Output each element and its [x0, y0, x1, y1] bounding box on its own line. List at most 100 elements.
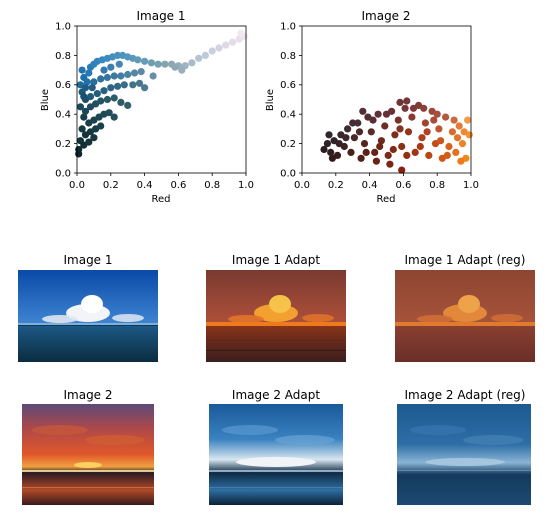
- scatter-point: [323, 140, 331, 148]
- scatter-point: [362, 148, 370, 156]
- x-tick-label: 0.6: [395, 180, 411, 191]
- image-panel-6: Image 2 Adapt (reg): [397, 388, 531, 505]
- scatter-point: [85, 69, 93, 77]
- scatter-point: [188, 59, 196, 67]
- scatter-point: [359, 107, 367, 115]
- scatter-point: [349, 119, 357, 127]
- scatter-point: [382, 110, 391, 118]
- scatter-point: [222, 41, 230, 49]
- scatter-point: [90, 78, 98, 86]
- scatter-point: [443, 151, 451, 159]
- scatter-point: [396, 98, 404, 106]
- scatter-point: [420, 104, 428, 112]
- scatter-point: [88, 84, 96, 92]
- scatter-point: [103, 73, 111, 82]
- scatter-point: [228, 38, 237, 46]
- scatter-point: [154, 60, 162, 68]
- scatter-point: [335, 140, 343, 148]
- scatter-point: [85, 138, 93, 146]
- y-tick-label: 0.0: [55, 169, 71, 180]
- scatter-point: [357, 154, 365, 162]
- scatter-point: [124, 70, 132, 79]
- scatter-plot-image-2: Image 2 0.0 0.2 0.4 0.6 0.8 1.0 Red 0.0: [265, 9, 479, 205]
- scatter-point: [403, 97, 411, 105]
- scatter-point: [80, 113, 88, 121]
- scatter-point: [372, 157, 380, 165]
- scatter-point: [421, 119, 429, 127]
- x-tick-label: 0.6: [170, 180, 186, 191]
- scatter-point: [404, 128, 413, 136]
- scatter-point: [100, 87, 108, 95]
- x-tick-label: 1.0: [463, 180, 479, 191]
- scatter-point: [384, 151, 392, 159]
- scatter-point: [75, 150, 83, 158]
- scatter-point: [86, 93, 95, 101]
- scatter-point: [110, 113, 118, 121]
- scatter-point: [201, 51, 209, 60]
- scatter-point: [141, 57, 149, 65]
- scatter-plot-image-1: Image 1 0.0 0.2 0.4 0.6 0.8 1.0 Red 0.0: [40, 9, 254, 205]
- scatter-point: [355, 128, 364, 136]
- x-axis: 0.0 0.2 0.4 0.6 0.8 1.0 Red: [69, 173, 254, 205]
- plot-frame: [301, 25, 472, 174]
- image-panel-4: Image 2: [22, 388, 154, 505]
- y-tick-label: 0.2: [55, 139, 71, 150]
- scatter-point: [450, 116, 458, 124]
- scatter-points: [320, 97, 473, 174]
- y-tick-label: 0.4: [280, 110, 296, 121]
- ocean-photo: [18, 270, 158, 362]
- scatter-point: [130, 69, 139, 77]
- scatter-point: [97, 122, 105, 130]
- scatter-point: [389, 145, 397, 154]
- x-tick-label: 0.4: [362, 180, 378, 191]
- x-tick-label: 0.4: [137, 180, 153, 191]
- scatter-point: [97, 97, 105, 105]
- scatter-point: [110, 94, 118, 102]
- scatter-point: [398, 142, 406, 151]
- scatter-point: [452, 148, 460, 156]
- y-tick-label: 0.6: [280, 80, 296, 91]
- chart-title: Image 1: [136, 9, 185, 23]
- y-tick-label: 1.0: [55, 22, 71, 33]
- x-tick-label: 1.0: [238, 180, 254, 191]
- x-axis-label: Red: [377, 194, 396, 205]
- scatter-point: [320, 145, 328, 154]
- scatter-point: [433, 110, 441, 118]
- y-tick-label: 0.6: [55, 80, 71, 91]
- scatter-point: [78, 66, 86, 74]
- ocean-adapt-photo: [206, 270, 346, 362]
- scatter-point: [149, 72, 157, 80]
- scatter-point: [381, 122, 389, 130]
- panel-title: Image 1 Adapt (reg): [405, 253, 526, 267]
- scatter-point: [178, 66, 186, 74]
- scatter-point: [78, 125, 86, 133]
- scatter-point: [195, 54, 203, 62]
- sunset-photo: [22, 404, 154, 505]
- scatter-point: [453, 134, 462, 142]
- scatter-point: [360, 140, 369, 148]
- scatter-point: [371, 148, 379, 156]
- y-tick-label: 0.8: [280, 51, 296, 62]
- scatter-point: [81, 107, 90, 115]
- scatter-point: [83, 78, 91, 86]
- scatter-point: [107, 63, 115, 71]
- x-tick-label: 0.8: [204, 180, 220, 191]
- scatter-point: [403, 151, 411, 159]
- scatter-point: [135, 79, 144, 87]
- scatter-point: [416, 142, 424, 151]
- scatter-point: [391, 131, 399, 139]
- scatter-point: [327, 148, 335, 156]
- scatter-point: [435, 125, 443, 133]
- scatter-point: [396, 125, 404, 133]
- scatter-point: [117, 98, 125, 106]
- scatter-point: [398, 166, 406, 174]
- scatter-point: [411, 148, 419, 156]
- scatter-point: [430, 116, 438, 124]
- scatter-point: [208, 47, 216, 55]
- x-tick-label: 0.0: [294, 180, 310, 191]
- scatter-point: [107, 84, 115, 92]
- scatter-point: [409, 104, 418, 112]
- x-tick-label: 0.2: [328, 180, 344, 191]
- scatter-point: [120, 81, 128, 89]
